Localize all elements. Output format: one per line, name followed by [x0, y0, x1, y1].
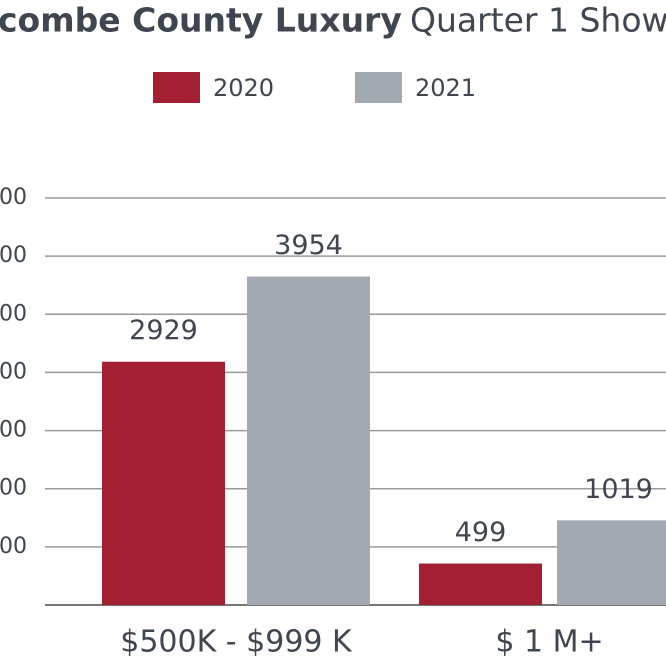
bar	[557, 520, 666, 605]
bar	[247, 276, 370, 605]
legend-label: 2020	[213, 74, 274, 102]
bar	[102, 361, 225, 605]
x-tick-label: $ 1 M+	[495, 625, 603, 660]
chart-title: combe County Luxury	[0, 1, 402, 40]
y-tick-label: 4900	[0, 185, 27, 210]
y-tick-label: 700	[0, 534, 27, 559]
y-tick-label: 1400	[0, 476, 27, 501]
value-label: 1019	[584, 474, 653, 505]
value-label: 2929	[129, 315, 198, 346]
y-tick-label: 3500	[0, 301, 27, 326]
bar	[419, 563, 542, 605]
legend-label: 2021	[415, 74, 476, 102]
value-label: 499	[455, 517, 507, 548]
chart-subtitle: Quarter 1 Show	[410, 1, 666, 40]
y-tick-label: 2800	[0, 359, 27, 384]
y-tick-label: 4200	[0, 243, 27, 268]
x-tick-label: $500K - $999 K	[120, 625, 353, 660]
legend-swatch	[355, 72, 402, 103]
legend-swatch	[153, 72, 200, 103]
value-label: 3954	[274, 230, 343, 261]
